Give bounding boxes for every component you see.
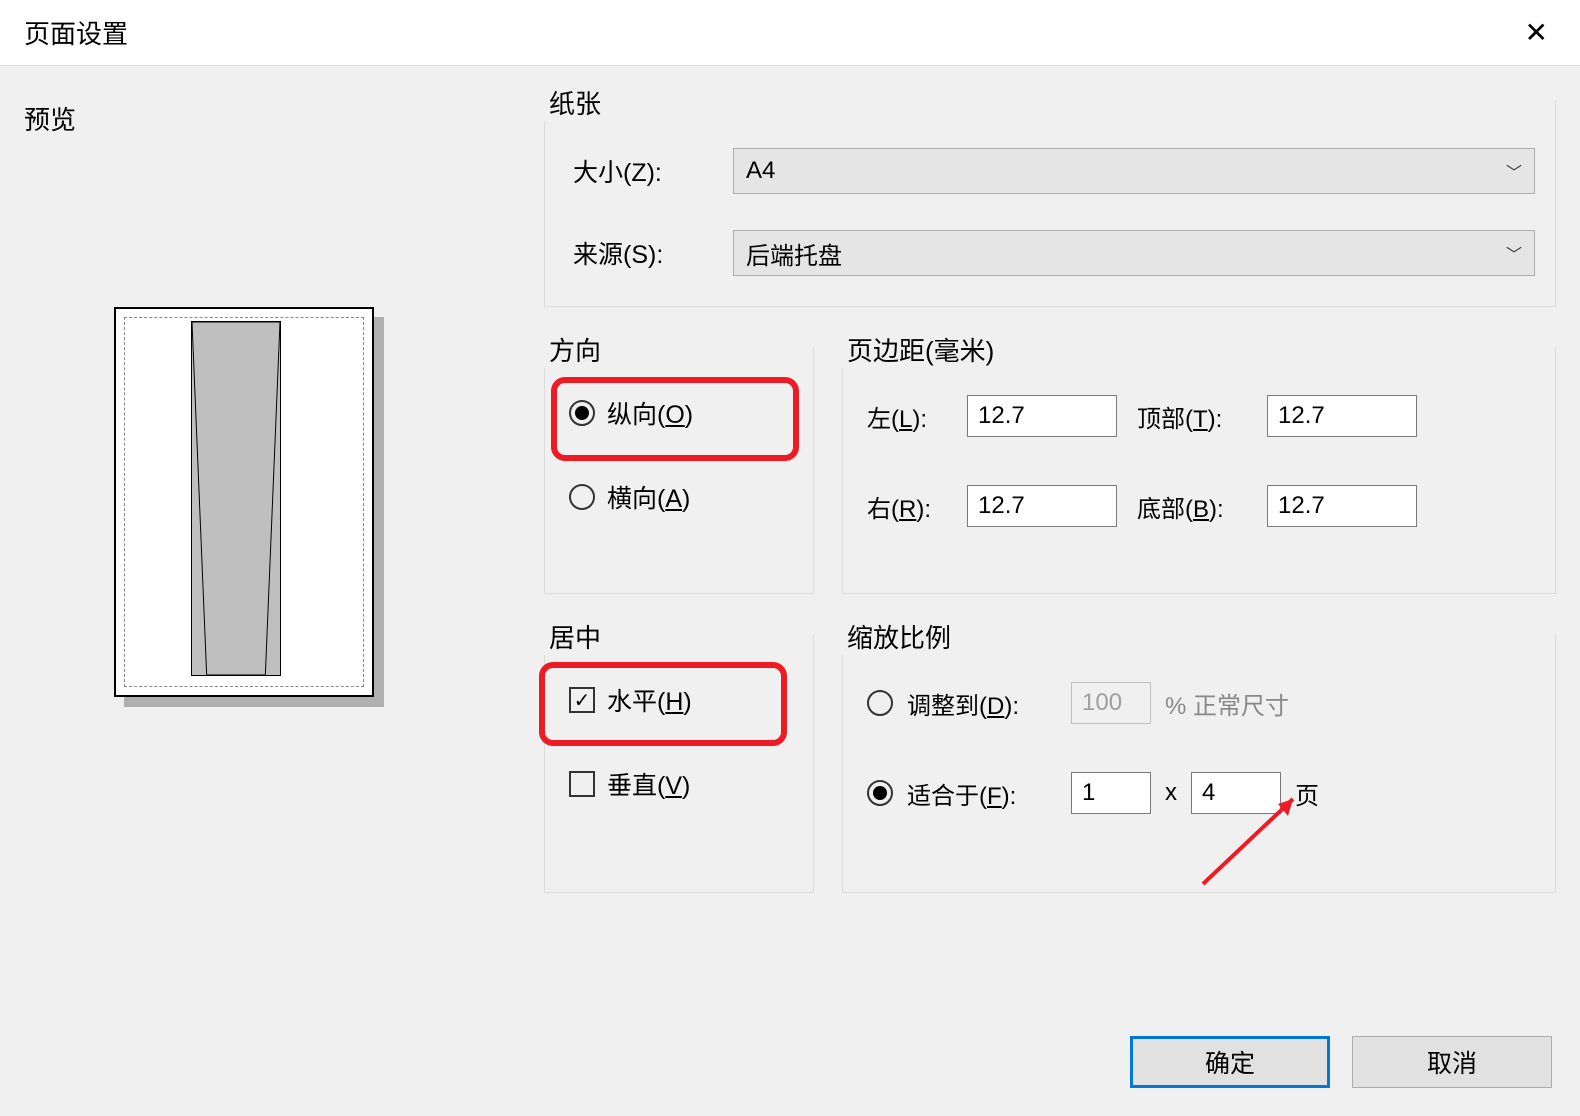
paper-size-value: A4	[746, 157, 775, 185]
paper-group: 纸张 大小(Z): A4 ﹀ 来源(S): 后端托盘 ﹀	[544, 100, 1556, 307]
radio-icon	[569, 484, 595, 510]
settings-column: 纸张 大小(Z): A4 ﹀ 来源(S): 后端托盘 ﹀ 方向	[524, 100, 1556, 1016]
cancel-button[interactable]: 取消	[1352, 1036, 1552, 1088]
radio-icon	[867, 780, 893, 806]
preview-column: 预览	[24, 100, 524, 1016]
checkbox-icon	[569, 771, 595, 797]
radio-icon	[867, 690, 893, 716]
horizontal-label: 水平(H)	[607, 682, 692, 718]
margins-title: 页边距(毫米)	[841, 331, 1000, 368]
radio-icon	[569, 400, 595, 426]
checkbox-icon: ✓	[569, 687, 595, 713]
ok-button[interactable]: 确定	[1130, 1036, 1330, 1088]
margins-group: 页边距(毫米) 左(L): 12.7 顶部(T): 12.7 右(R): 12.…	[842, 347, 1556, 594]
margin-left-label: 左(L):	[867, 399, 947, 434]
row-center-scale: 居中 ✓ 水平(H) 垂直(V) 缩放比例 调整到(D): 100 % 正常尺寸	[544, 634, 1556, 893]
row-orient-margin: 方向 纵向(O) 横向(A) 页边距(毫米) 左(L): 12.7 顶部(T):	[544, 347, 1556, 594]
paper-source-value: 后端托盘	[746, 236, 842, 271]
radio-fit-to[interactable]: 适合于(F): 1 x 4 页	[867, 772, 1535, 814]
margin-right-input[interactable]: 12.7	[967, 485, 1117, 527]
fit-tall-input[interactable]: 4	[1191, 772, 1281, 814]
radio-portrait[interactable]: 纵向(O)	[569, 395, 793, 431]
center-group: 居中 ✓ 水平(H) 垂直(V)	[544, 634, 814, 893]
window-title: 页面设置	[24, 14, 128, 51]
preview-area	[114, 307, 384, 707]
adjust-suffix: % 正常尺寸	[1165, 686, 1289, 721]
portrait-label: 纵向(O)	[607, 395, 693, 431]
fit-suffix: 页	[1295, 776, 1319, 811]
paper-size-dropdown[interactable]: A4 ﹀	[733, 148, 1535, 194]
scaling-group: 缩放比例 调整到(D): 100 % 正常尺寸 适合于(F): 1 x 4 页	[842, 634, 1556, 893]
margin-top-label: 顶部(T):	[1137, 399, 1247, 434]
paper-group-title: 纸张	[543, 84, 607, 121]
margin-top-input[interactable]: 12.7	[1267, 395, 1417, 437]
dialog-footer: 确定 取消	[0, 1036, 1580, 1088]
fit-wide-input[interactable]: 1	[1071, 772, 1151, 814]
chevron-down-icon: ﹀	[1506, 159, 1522, 183]
paper-size-label: 大小(Z):	[573, 153, 733, 189]
margin-right-label: 右(R):	[867, 489, 947, 524]
check-horizontal[interactable]: ✓ 水平(H)	[569, 682, 793, 718]
check-vertical[interactable]: 垂直(V)	[569, 766, 793, 802]
fit-x: x	[1165, 779, 1177, 807]
adjust-label: 调整到(D):	[907, 686, 1057, 721]
center-title: 居中	[543, 618, 607, 655]
orientation-group: 方向 纵向(O) 横向(A)	[544, 347, 814, 594]
paper-source-label: 来源(S):	[573, 235, 733, 271]
margin-bottom-label: 底部(B):	[1137, 489, 1247, 524]
margin-left-input[interactable]: 12.7	[967, 395, 1117, 437]
close-icon[interactable]: ✕	[1517, 12, 1556, 53]
scaling-title: 缩放比例	[841, 618, 957, 655]
radio-adjust-to[interactable]: 调整到(D): 100 % 正常尺寸	[867, 682, 1535, 724]
fit-label: 适合于(F):	[907, 776, 1057, 811]
radio-landscape[interactable]: 横向(A)	[569, 479, 793, 515]
vertical-label: 垂直(V)	[607, 766, 690, 802]
preview-page	[114, 307, 374, 697]
dialog-body: 预览 纸张 大小(Z): A4 ﹀ 来源(S):	[0, 66, 1580, 1036]
landscape-label: 横向(A)	[607, 479, 690, 515]
chevron-down-icon: ﹀	[1506, 241, 1522, 265]
adjust-value-input: 100	[1071, 682, 1151, 724]
preview-content-shape	[191, 321, 281, 676]
orientation-title: 方向	[543, 331, 607, 368]
titlebar: 页面设置 ✕	[0, 0, 1580, 66]
margin-bottom-input[interactable]: 12.7	[1267, 485, 1417, 527]
preview-label: 预览	[24, 100, 524, 137]
paper-source-dropdown[interactable]: 后端托盘 ﹀	[733, 230, 1535, 276]
